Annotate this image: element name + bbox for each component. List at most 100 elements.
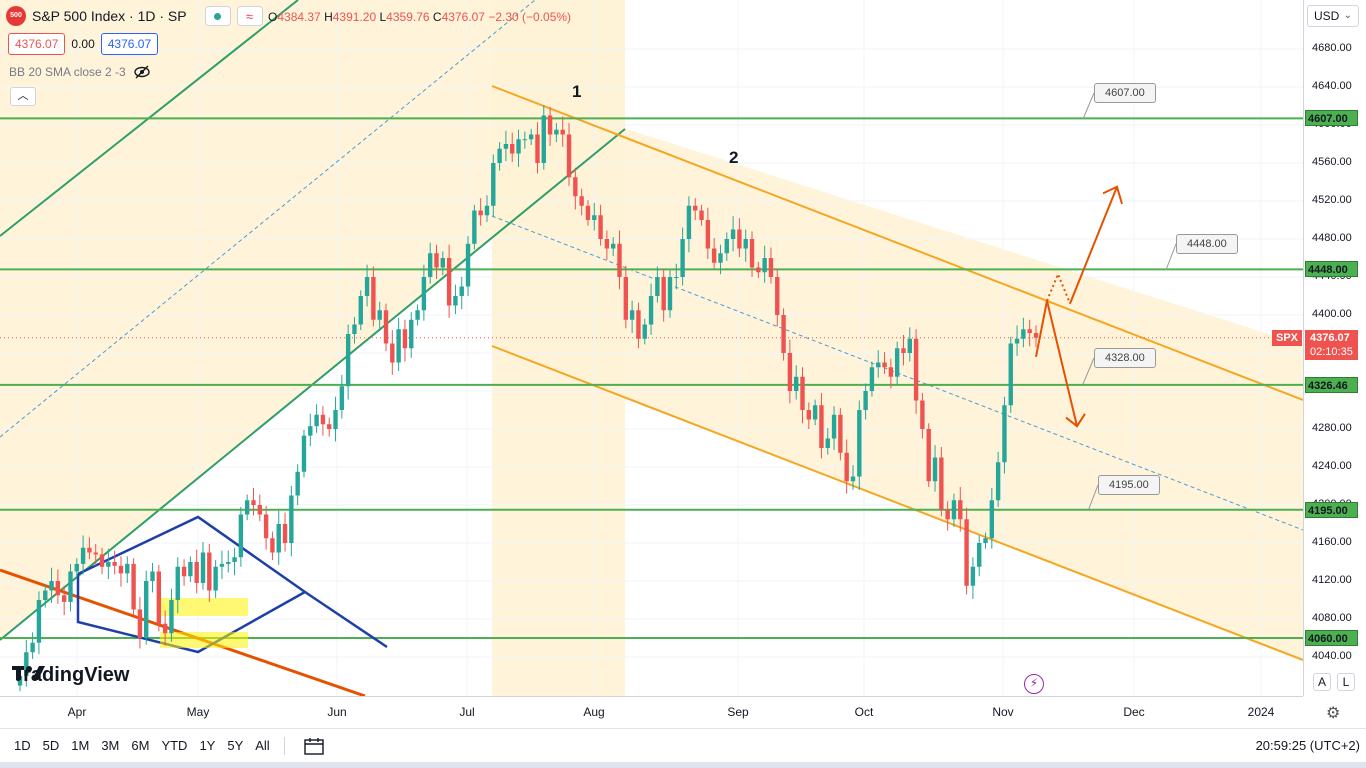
candle-body (831, 414, 837, 439)
indicator-legend[interactable]: BB 20 SMA close 2 -3 (9, 65, 150, 79)
range-ytd[interactable]: YTD (161, 738, 188, 753)
candle (964, 507, 969, 595)
candle-body (686, 205, 692, 239)
range-1y[interactable]: 1Y (199, 738, 216, 753)
symbol-title[interactable]: S&P 500 Index · 1D · SP (32, 8, 187, 24)
candle (87, 537, 92, 560)
candle-body (989, 500, 995, 539)
candle-body (169, 600, 174, 634)
candle-body (762, 258, 767, 273)
lightning-icon[interactable]: ⚡ (1024, 674, 1044, 694)
candle (958, 486, 963, 532)
current-price: 4376.07 (1310, 331, 1350, 344)
candle (920, 392, 925, 439)
calendar-icon[interactable] (303, 737, 325, 755)
diamond-pattern (76, 515, 308, 654)
candle (112, 550, 117, 575)
auto-scale-button[interactable]: A (1313, 673, 1331, 691)
indicator-title[interactable]: BB 20 SMA close 2 -3 (9, 65, 126, 79)
wave-label-1[interactable]: 1 (572, 82, 582, 101)
range-5y[interactable]: 5Y (227, 738, 244, 753)
compare-pill[interactable]: ≈ (236, 6, 263, 26)
range-3m[interactable]: 3M (101, 738, 120, 753)
price-note-4328[interactable]: 4328.00 (1094, 348, 1156, 368)
candle (251, 487, 256, 516)
time-axis[interactable]: Apr May Jun Jul Aug Sep Oct Nov Dec 2024 (0, 696, 1303, 728)
range-6m[interactable]: 6M (131, 738, 150, 753)
candle (598, 204, 603, 246)
price-note-4607[interactable]: 4607.00 (1094, 83, 1156, 103)
wave-label-2[interactable]: 2 (729, 148, 739, 167)
candle-body (693, 205, 698, 211)
candle-body (699, 210, 704, 220)
candle-body (724, 239, 729, 254)
log-scale-button[interactable]: L (1337, 673, 1355, 691)
candle (238, 506, 244, 567)
candle-body (289, 495, 294, 543)
session-clock[interactable]: 20:59:25 (UTC+2) (1255, 738, 1360, 753)
candle (200, 542, 206, 590)
candle-body (87, 547, 92, 553)
candle (775, 268, 780, 327)
collapse-legend-button[interactable]: ︿ (10, 87, 36, 106)
range-1d[interactable]: 1D (14, 738, 31, 753)
candle (150, 562, 155, 593)
candle-body (226, 562, 231, 564)
candle (585, 200, 591, 226)
chevron-down-icon: ⌄ (1343, 10, 1352, 21)
candle-body (793, 376, 799, 391)
candle (756, 261, 761, 278)
sell-button[interactable]: 4376.07 (8, 33, 66, 55)
candle (932, 445, 938, 492)
candle-body (491, 163, 496, 206)
candle-body (768, 258, 774, 277)
price-note-4448[interactable]: 4448.00 (1176, 234, 1238, 254)
candle-body (749, 239, 755, 268)
candle-body (579, 196, 584, 206)
candle (566, 123, 572, 186)
chart-plot-area[interactable]: 1 2 4607.00 4448.00 4328.00 4195.00 ⚡ Tr… (0, 0, 1303, 696)
gear-icon[interactable]: ⚙ (1326, 705, 1341, 722)
candle (156, 564, 162, 632)
price-level-tag[interactable]: 4326.46 (1305, 376, 1358, 393)
candle-body (528, 134, 534, 140)
candle (219, 550, 225, 580)
candle-body (358, 296, 363, 325)
buy-button[interactable]: 4376.07 (100, 33, 159, 55)
candle (800, 367, 805, 424)
candle-body (263, 514, 269, 539)
candle-body (1008, 343, 1013, 406)
range-5d[interactable]: 5D (42, 738, 60, 753)
candle-body (756, 267, 761, 273)
candle-body (156, 571, 162, 624)
price-level-tag[interactable]: 4607.00 (1305, 110, 1358, 127)
range-all[interactable]: All (255, 738, 270, 753)
market-status-pill[interactable] (204, 6, 231, 26)
candle-body (1002, 405, 1007, 463)
price-level-tag[interactable]: 4448.00 (1305, 261, 1358, 278)
price-note-4195[interactable]: 4195.00 (1098, 475, 1160, 495)
candle (655, 266, 660, 303)
candle-body (188, 562, 193, 577)
candle-body (503, 144, 509, 149)
price-level-tag[interactable]: 4060.00 (1305, 630, 1358, 646)
candle (68, 563, 73, 612)
candle (383, 303, 389, 352)
candle-body (1027, 329, 1032, 334)
candle (453, 284, 458, 315)
time-tick-label: 2024 (1247, 705, 1275, 719)
range-1m[interactable]: 1M (71, 738, 90, 753)
candle-body (560, 129, 565, 135)
chart-svg[interactable] (0, 0, 1303, 696)
green-channel-midline (0, 0, 536, 438)
candle (345, 324, 351, 400)
spread-value: 0.00 (71, 37, 95, 51)
candle (162, 610, 168, 646)
price-tick-label: 4680.00 (1312, 42, 1352, 54)
currency-select[interactable]: USD ⌄ (1307, 5, 1359, 27)
candle (427, 242, 433, 284)
eye-off-icon[interactable] (134, 65, 150, 79)
candle-body (573, 177, 578, 197)
price-level-tag[interactable]: 4195.00 (1305, 501, 1358, 518)
candle-body (402, 329, 408, 349)
